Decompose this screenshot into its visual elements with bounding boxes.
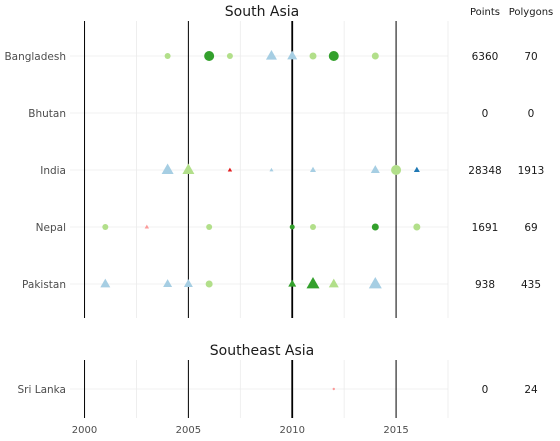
data-point-circle — [206, 224, 213, 230]
data-point-circle — [226, 53, 233, 59]
data-point-circle — [204, 51, 215, 61]
data-point-triangle — [328, 278, 339, 288]
points-count: 1691 — [472, 222, 499, 234]
polygons-column-header: Polygons — [509, 7, 554, 18]
x-tick-label: 2015 — [383, 425, 408, 436]
data-point-triangle — [368, 276, 382, 289]
data-point-circle — [309, 52, 317, 60]
panel-title-0: South Asia — [225, 4, 299, 20]
data-point-circle — [102, 224, 109, 230]
data-point-circle — [371, 52, 379, 60]
row-label: Bhutan — [28, 108, 66, 120]
data-point-triangle — [163, 279, 173, 287]
data-point-triangle — [144, 224, 150, 229]
polygons-count: 69 — [524, 222, 537, 234]
data-point-circle — [289, 224, 295, 230]
data-point-triangle — [269, 167, 274, 172]
points-count: 0 — [482, 384, 489, 396]
data-point-triangle — [287, 50, 298, 60]
data-point-triangle — [227, 167, 233, 172]
points-count: 0 — [482, 108, 489, 120]
data-point-circle — [164, 53, 171, 59]
points-column-header: Points — [470, 7, 500, 18]
row-label: Sri Lanka — [17, 384, 66, 396]
row-label: India — [40, 165, 66, 177]
data-point-triangle — [310, 166, 316, 172]
data-point-triangle — [413, 166, 420, 172]
polygons-count: 24 — [524, 384, 538, 396]
polygons-count: 70 — [524, 51, 537, 63]
data-point-circle — [332, 387, 335, 391]
points-count: 28348 — [468, 165, 501, 177]
data-point-triangle — [100, 278, 111, 288]
row-label: Bangladesh — [4, 51, 66, 63]
x-tick-label: 2010 — [280, 425, 305, 436]
points-count: 938 — [475, 279, 495, 291]
data-point-triangle — [288, 279, 297, 287]
data-point-triangle — [161, 163, 174, 174]
row-label: Nepal — [36, 222, 66, 234]
data-point-triangle — [182, 163, 195, 174]
data-point-triangle — [306, 276, 320, 289]
data-point-circle — [391, 165, 402, 175]
points-count: 6360 — [472, 51, 499, 63]
polygons-count: 435 — [521, 279, 541, 291]
data-point-triangle — [183, 279, 193, 287]
data-point-circle — [371, 223, 379, 231]
row-label: Pakistan — [22, 279, 66, 291]
x-tick-label: 2005 — [176, 425, 201, 436]
polygons-count: 1913 — [518, 165, 545, 177]
x-tick-label: 2000 — [72, 425, 97, 436]
data-point-circle — [310, 224, 316, 230]
data-point-circle — [413, 223, 421, 231]
polygons-count: 0 — [528, 108, 535, 120]
data-point-triangle — [265, 50, 277, 60]
data-point-circle — [205, 280, 213, 288]
data-point-triangle — [370, 165, 380, 173]
data-point-circle — [328, 51, 339, 61]
panel-title-1: Southeast Asia — [210, 343, 314, 359]
